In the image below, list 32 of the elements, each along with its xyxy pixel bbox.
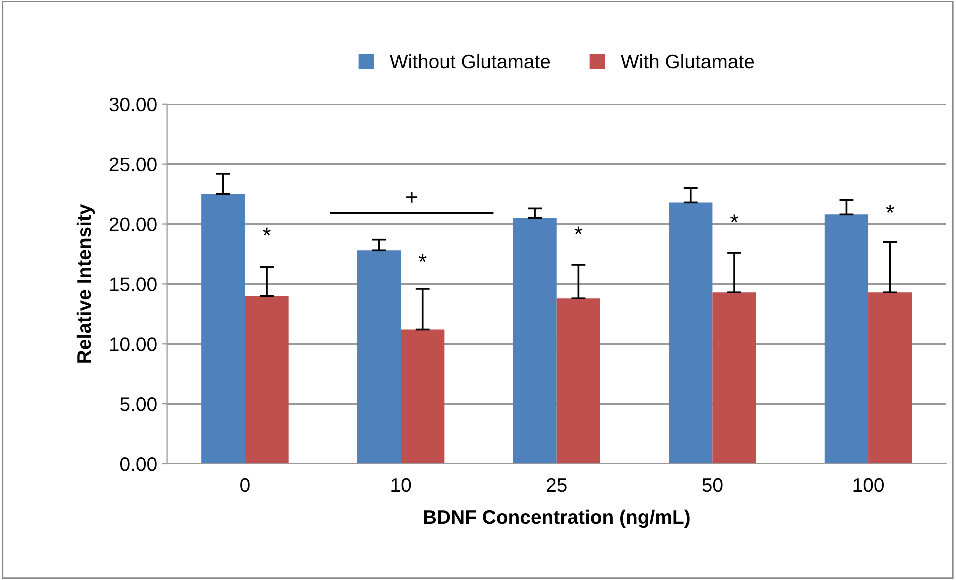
x-tick-label: 25: [547, 478, 567, 492]
y-tick-label: 5.00: [120, 398, 157, 412]
y-axis-title: Relative Intensity: [76, 204, 96, 363]
bar: [824, 214, 869, 464]
bar: [513, 218, 557, 464]
annotation: *: [730, 214, 738, 223]
legend-label: With Glutamate: [621, 54, 754, 69]
bar: [669, 202, 713, 464]
y-tick-label: 10.00: [110, 338, 157, 352]
bar: [401, 330, 445, 464]
y-tick-label: 0.00: [120, 457, 157, 472]
y-tick-label: 20.00: [110, 218, 157, 232]
bar: [868, 292, 912, 464]
x-tick-label: 100: [854, 478, 884, 492]
y-tick-label: 25.00: [110, 158, 157, 172]
y-tick-label: 30.00: [110, 98, 157, 112]
x-tick-label: 10: [392, 478, 412, 492]
bar: [357, 250, 402, 464]
x-axis-title: BDNF Concentration (ng/mL): [424, 510, 690, 528]
annotation: *: [886, 205, 894, 213]
annotation: *: [418, 254, 427, 262]
annotation: *: [574, 226, 583, 235]
x-tick-label: 0: [240, 478, 250, 492]
x-tick-label: 50: [702, 478, 723, 492]
annotation: +: [406, 192, 418, 203]
legend-label: Without Glutamate: [390, 54, 550, 69]
bar: [712, 292, 756, 464]
annotation: *: [263, 228, 272, 236]
bar: [245, 296, 289, 464]
bar: [556, 298, 600, 464]
bar: [202, 194, 246, 464]
y-tick-label: 15.00: [110, 278, 157, 292]
